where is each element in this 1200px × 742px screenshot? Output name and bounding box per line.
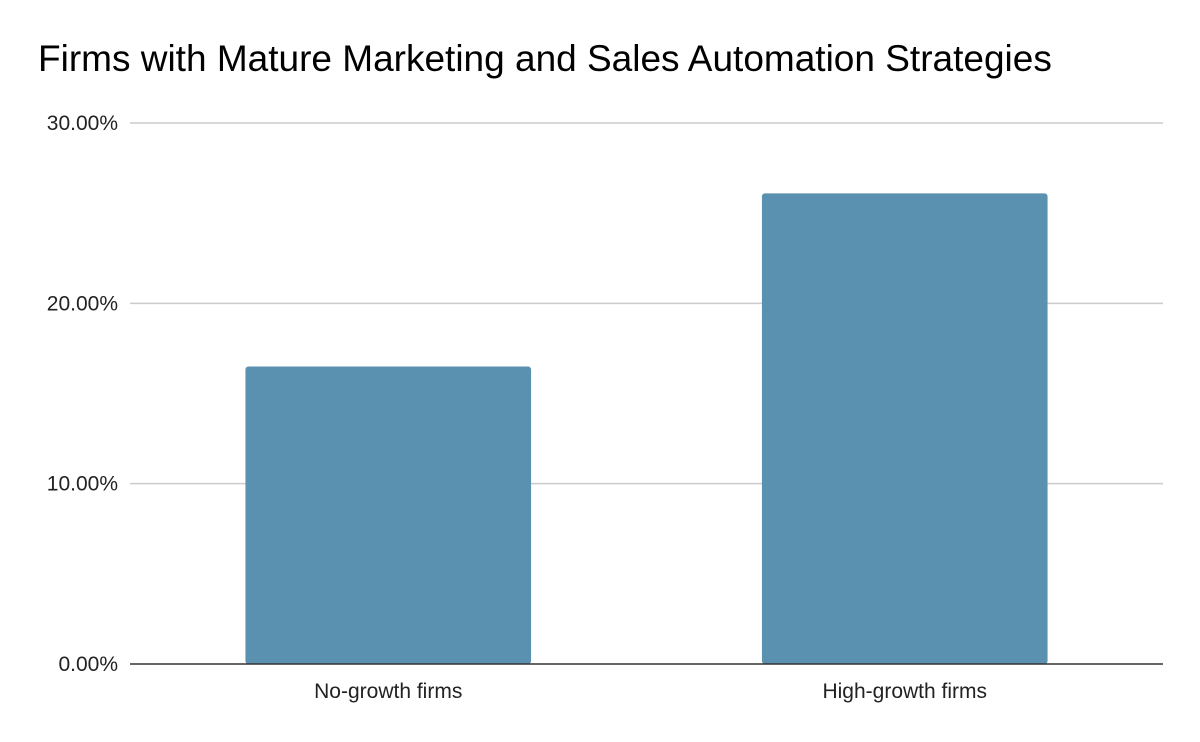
x-tick-label: No-growth firms [314,680,462,703]
y-tick-label: 10.00% [47,473,118,496]
bars [245,193,1048,664]
y-tick-label: 30.00% [47,112,118,135]
bar [245,366,532,664]
y-axis-ticks: 0.00% 10.00% 20.00% 30.00% [47,112,118,676]
y-tick-label: 0.00% [58,653,118,676]
x-axis-labels: No-growth firms High-growth firms [314,680,987,703]
y-tick-label: 20.00% [47,292,118,315]
bar [761,193,1048,664]
x-tick-label: High-growth firms [822,680,987,703]
chart-title: Firms with Mature Marketing and Sales Au… [38,38,1052,79]
